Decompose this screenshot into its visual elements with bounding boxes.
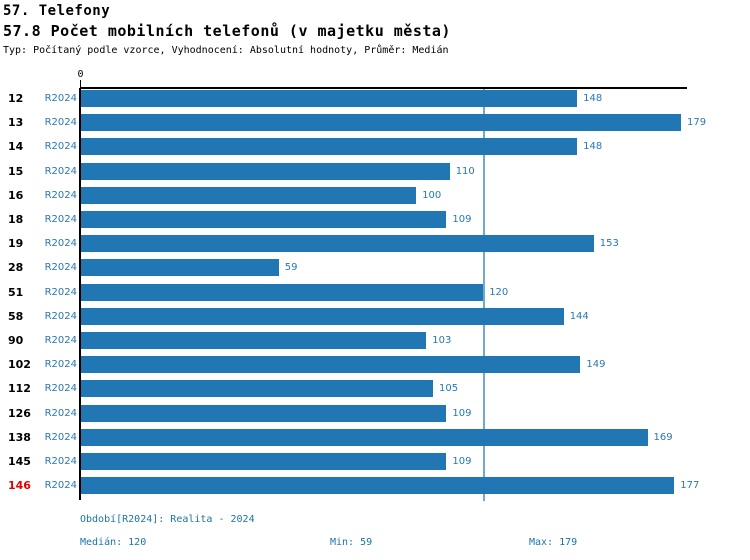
bar <box>81 380 433 398</box>
row-series-label: R2024 <box>44 262 77 274</box>
footer-max-label: Max: 179 <box>529 537 578 548</box>
bar-value-label: 103 <box>432 335 452 346</box>
row-series-label: R2024 <box>44 189 77 201</box>
row-category-label: 146 <box>8 479 31 493</box>
row-category-label: 18 <box>8 213 24 226</box>
bar-value-label: 100 <box>422 189 442 201</box>
bar-value-label: 148 <box>583 141 603 153</box>
row-category-label: 14 <box>8 140 24 154</box>
bar <box>81 477 675 495</box>
bar <box>81 332 427 349</box>
meta-line: Typ: Počítaný podle vzorce, Vyhodnocení:… <box>3 45 449 56</box>
bar-value-label: 109 <box>452 407 472 419</box>
row-series-label: R2024 <box>44 359 77 371</box>
row-category-label: 145 <box>8 455 31 468</box>
row-category-label: 19 <box>8 237 24 251</box>
bar-value-label: 179 <box>687 117 707 129</box>
bar <box>81 162 450 180</box>
footer-min-label: Min: 59 <box>330 537 373 548</box>
x-axis-origin-tick <box>80 80 81 87</box>
row-category-label: 28 <box>8 261 24 275</box>
footer-median-label: Medián: 120 <box>80 537 147 548</box>
row-category-label: 13 <box>8 116 24 130</box>
bar-value-label: 153 <box>599 238 619 250</box>
row-category-label: 16 <box>8 188 24 202</box>
row-series-label: R2024 <box>44 456 77 467</box>
row-category-label: 138 <box>8 430 31 444</box>
metric-title: 57.8 Počet mobilních telefonů (v majetku… <box>3 22 451 40</box>
bar-value-label: 109 <box>452 456 472 467</box>
bar-value-label: 110 <box>455 165 475 177</box>
row-series-label: R2024 <box>44 286 77 298</box>
row-series-label: R2024 <box>44 480 77 492</box>
footer-period-label: Období[R2024]: Realita - 2024 <box>80 514 255 525</box>
x-axis-origin-label: 0 <box>77 69 84 80</box>
y-axis-line <box>79 88 81 500</box>
row-category-label: 12 <box>8 92 24 105</box>
bar <box>81 356 581 374</box>
row-series-label: R2024 <box>44 431 77 443</box>
bar <box>81 114 681 132</box>
bar <box>81 211 447 228</box>
row-category-label: 112 <box>8 382 31 396</box>
bar <box>81 307 564 325</box>
row-category-label: 102 <box>8 358 31 372</box>
bar <box>81 186 417 204</box>
bar <box>81 259 279 277</box>
row-series-label: R2024 <box>44 214 77 225</box>
bar-value-label: 149 <box>586 359 606 371</box>
bar-value-label: 148 <box>583 93 603 104</box>
bar-value-label: 177 <box>680 480 700 492</box>
row-series-label: R2024 <box>44 93 77 104</box>
row-category-label: 15 <box>8 164 24 178</box>
row-category-label: 58 <box>8 309 24 323</box>
row-category-label: 90 <box>8 334 24 347</box>
row-series-label: R2024 <box>44 407 77 419</box>
row-series-label: R2024 <box>44 117 77 129</box>
bar <box>81 90 578 107</box>
bar-value-label: 169 <box>653 431 673 443</box>
row-series-label: R2024 <box>44 238 77 250</box>
row-series-label: R2024 <box>44 335 77 346</box>
bar <box>81 453 447 470</box>
bar <box>81 235 594 253</box>
bar-value-label: 120 <box>489 286 509 298</box>
row-series-label: R2024 <box>44 383 77 395</box>
x-axis-line <box>80 87 687 89</box>
bar-value-label: 144 <box>569 310 589 322</box>
row-category-label: 51 <box>8 285 24 299</box>
bar <box>81 404 447 422</box>
row-series-label: R2024 <box>44 310 77 322</box>
row-series-label: R2024 <box>44 165 77 177</box>
bar <box>81 428 648 446</box>
bar <box>81 283 484 301</box>
bar-value-label: 105 <box>439 383 459 395</box>
bar-value-label: 109 <box>452 214 472 225</box>
bar <box>81 138 578 156</box>
section-title: 57. Telefony <box>3 3 111 19</box>
median-reference-line <box>482 89 485 501</box>
bar-value-label: 59 <box>284 262 298 274</box>
row-series-label: R2024 <box>44 141 77 153</box>
row-category-label: 126 <box>8 406 31 420</box>
